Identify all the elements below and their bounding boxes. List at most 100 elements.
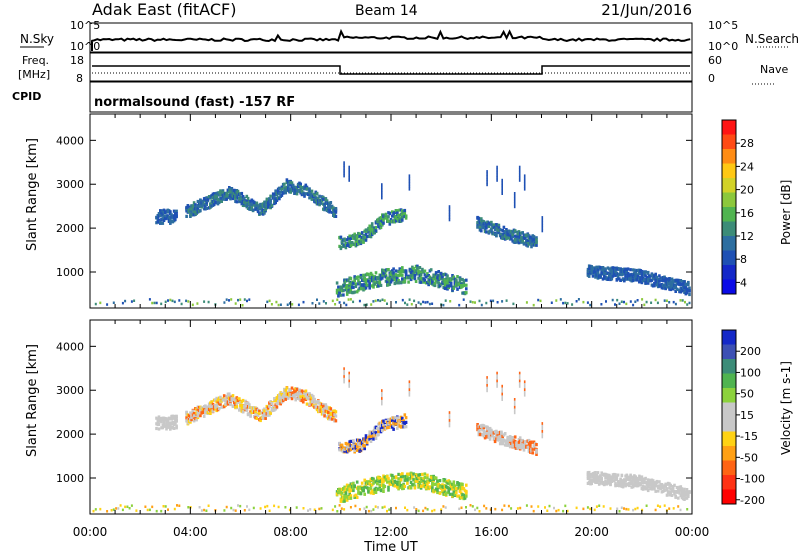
- near-range-echo: [207, 504, 210, 507]
- near-range-echo: [338, 504, 341, 507]
- echo-cell: [628, 274, 631, 278]
- echo-cell: [185, 411, 188, 415]
- echo-cell: [431, 481, 434, 485]
- echo-cell: [216, 198, 220, 202]
- sparse-echo: [381, 397, 383, 401]
- echo-cell: [511, 235, 514, 239]
- echo-cell: [688, 490, 691, 494]
- echo-cell: [376, 427, 379, 431]
- near-range-echo: [343, 301, 346, 305]
- echo-cell: [396, 416, 399, 420]
- near-range-echo: [550, 301, 553, 304]
- echo-cell: [635, 278, 639, 282]
- echo-cell: [279, 402, 282, 406]
- echo-cell: [621, 485, 625, 489]
- echo-cell: [465, 287, 468, 291]
- echo-cell: [644, 281, 647, 285]
- sparse-echo: [348, 374, 350, 378]
- echo-cell: [334, 207, 338, 211]
- echo-cell: [654, 272, 657, 276]
- echo-cell: [625, 477, 629, 481]
- echo-cell: [317, 399, 320, 404]
- echo-cell: [343, 499, 346, 503]
- echo-cell: [387, 268, 390, 272]
- echo-cell: [280, 187, 284, 191]
- echo-cell: [444, 279, 448, 283]
- echo-cell: [376, 482, 379, 486]
- echo-cell: [590, 267, 593, 272]
- near-range-echo: [334, 303, 337, 306]
- echo-cell: [343, 489, 346, 494]
- sparse-echo: [486, 172, 488, 176]
- echo-cell: [274, 399, 277, 403]
- near-range-echo: [417, 509, 420, 513]
- echo-cell: [391, 477, 394, 481]
- echo-cell: [278, 197, 281, 201]
- near-range-echo: [413, 299, 416, 303]
- near-range-echo: [268, 299, 271, 303]
- near-range-echo: [288, 302, 291, 305]
- echo-cell: [393, 484, 397, 488]
- echo-cell: [334, 210, 338, 214]
- echo-cell: [664, 484, 667, 488]
- near-range-echo: [225, 505, 228, 509]
- echo-cell: [342, 293, 345, 297]
- echo-cell: [675, 287, 679, 291]
- echo-cell: [360, 231, 364, 235]
- sparse-echo: [496, 165, 498, 169]
- echo-cell: [483, 436, 487, 440]
- near-range-echo: [115, 507, 118, 510]
- near-range-echo: [302, 300, 305, 304]
- echo-cell: [279, 396, 282, 400]
- echo-cell: [284, 191, 287, 195]
- near-range-echo: [650, 301, 653, 304]
- echo-cell: [608, 478, 611, 482]
- echo-cell: [397, 213, 400, 218]
- echo-cell: [655, 480, 659, 484]
- colorbar-tick-label: 24: [740, 160, 754, 173]
- near-range-echo: [198, 506, 201, 509]
- echo-cell: [478, 226, 482, 230]
- near-range-echo: [234, 509, 237, 512]
- echo-cell: [674, 289, 677, 293]
- echo-cell: [508, 445, 512, 449]
- echo-cell: [269, 201, 272, 205]
- near-range-echo: [112, 301, 115, 304]
- echo-cell: [412, 472, 415, 476]
- echo-cell: [620, 473, 624, 477]
- echo-cell: [399, 475, 403, 479]
- echo-cell: [596, 471, 600, 475]
- echo-cell: [630, 480, 634, 484]
- echo-cell: [503, 439, 507, 443]
- echo-cell: [610, 277, 614, 281]
- echo-cell: [685, 488, 689, 492]
- echo-cell: [531, 447, 535, 451]
- near-range-echo: [553, 506, 555, 510]
- echo-cell: [255, 206, 259, 210]
- sparse-echo: [348, 168, 350, 172]
- sparse-echo: [513, 405, 516, 409]
- echo-cell: [590, 481, 593, 486]
- echo-cell: [485, 225, 488, 229]
- near-range-echo: [442, 505, 445, 508]
- echo-cell: [658, 485, 661, 489]
- echo-cell: [266, 413, 270, 417]
- near-range-echo: [431, 302, 434, 305]
- echo-cell: [595, 474, 598, 478]
- echo-cell: [217, 200, 221, 204]
- echo-cell: [359, 275, 363, 280]
- echo-cell: [518, 436, 522, 440]
- echo-cell: [412, 275, 415, 279]
- echo-cell: [221, 197, 225, 201]
- near-range-echo: [566, 509, 569, 513]
- colorbar-swatch: [722, 265, 736, 280]
- echo-cell: [314, 198, 318, 202]
- echo-cell: [619, 278, 622, 282]
- near-range-echo: [106, 510, 109, 513]
- near-range-echo: [173, 507, 176, 511]
- near-range-echo: [478, 299, 481, 303]
- echo-cell: [671, 279, 675, 283]
- sparse-echo: [541, 218, 544, 222]
- echo-cell: [488, 435, 492, 439]
- sparse-echo: [541, 216, 544, 220]
